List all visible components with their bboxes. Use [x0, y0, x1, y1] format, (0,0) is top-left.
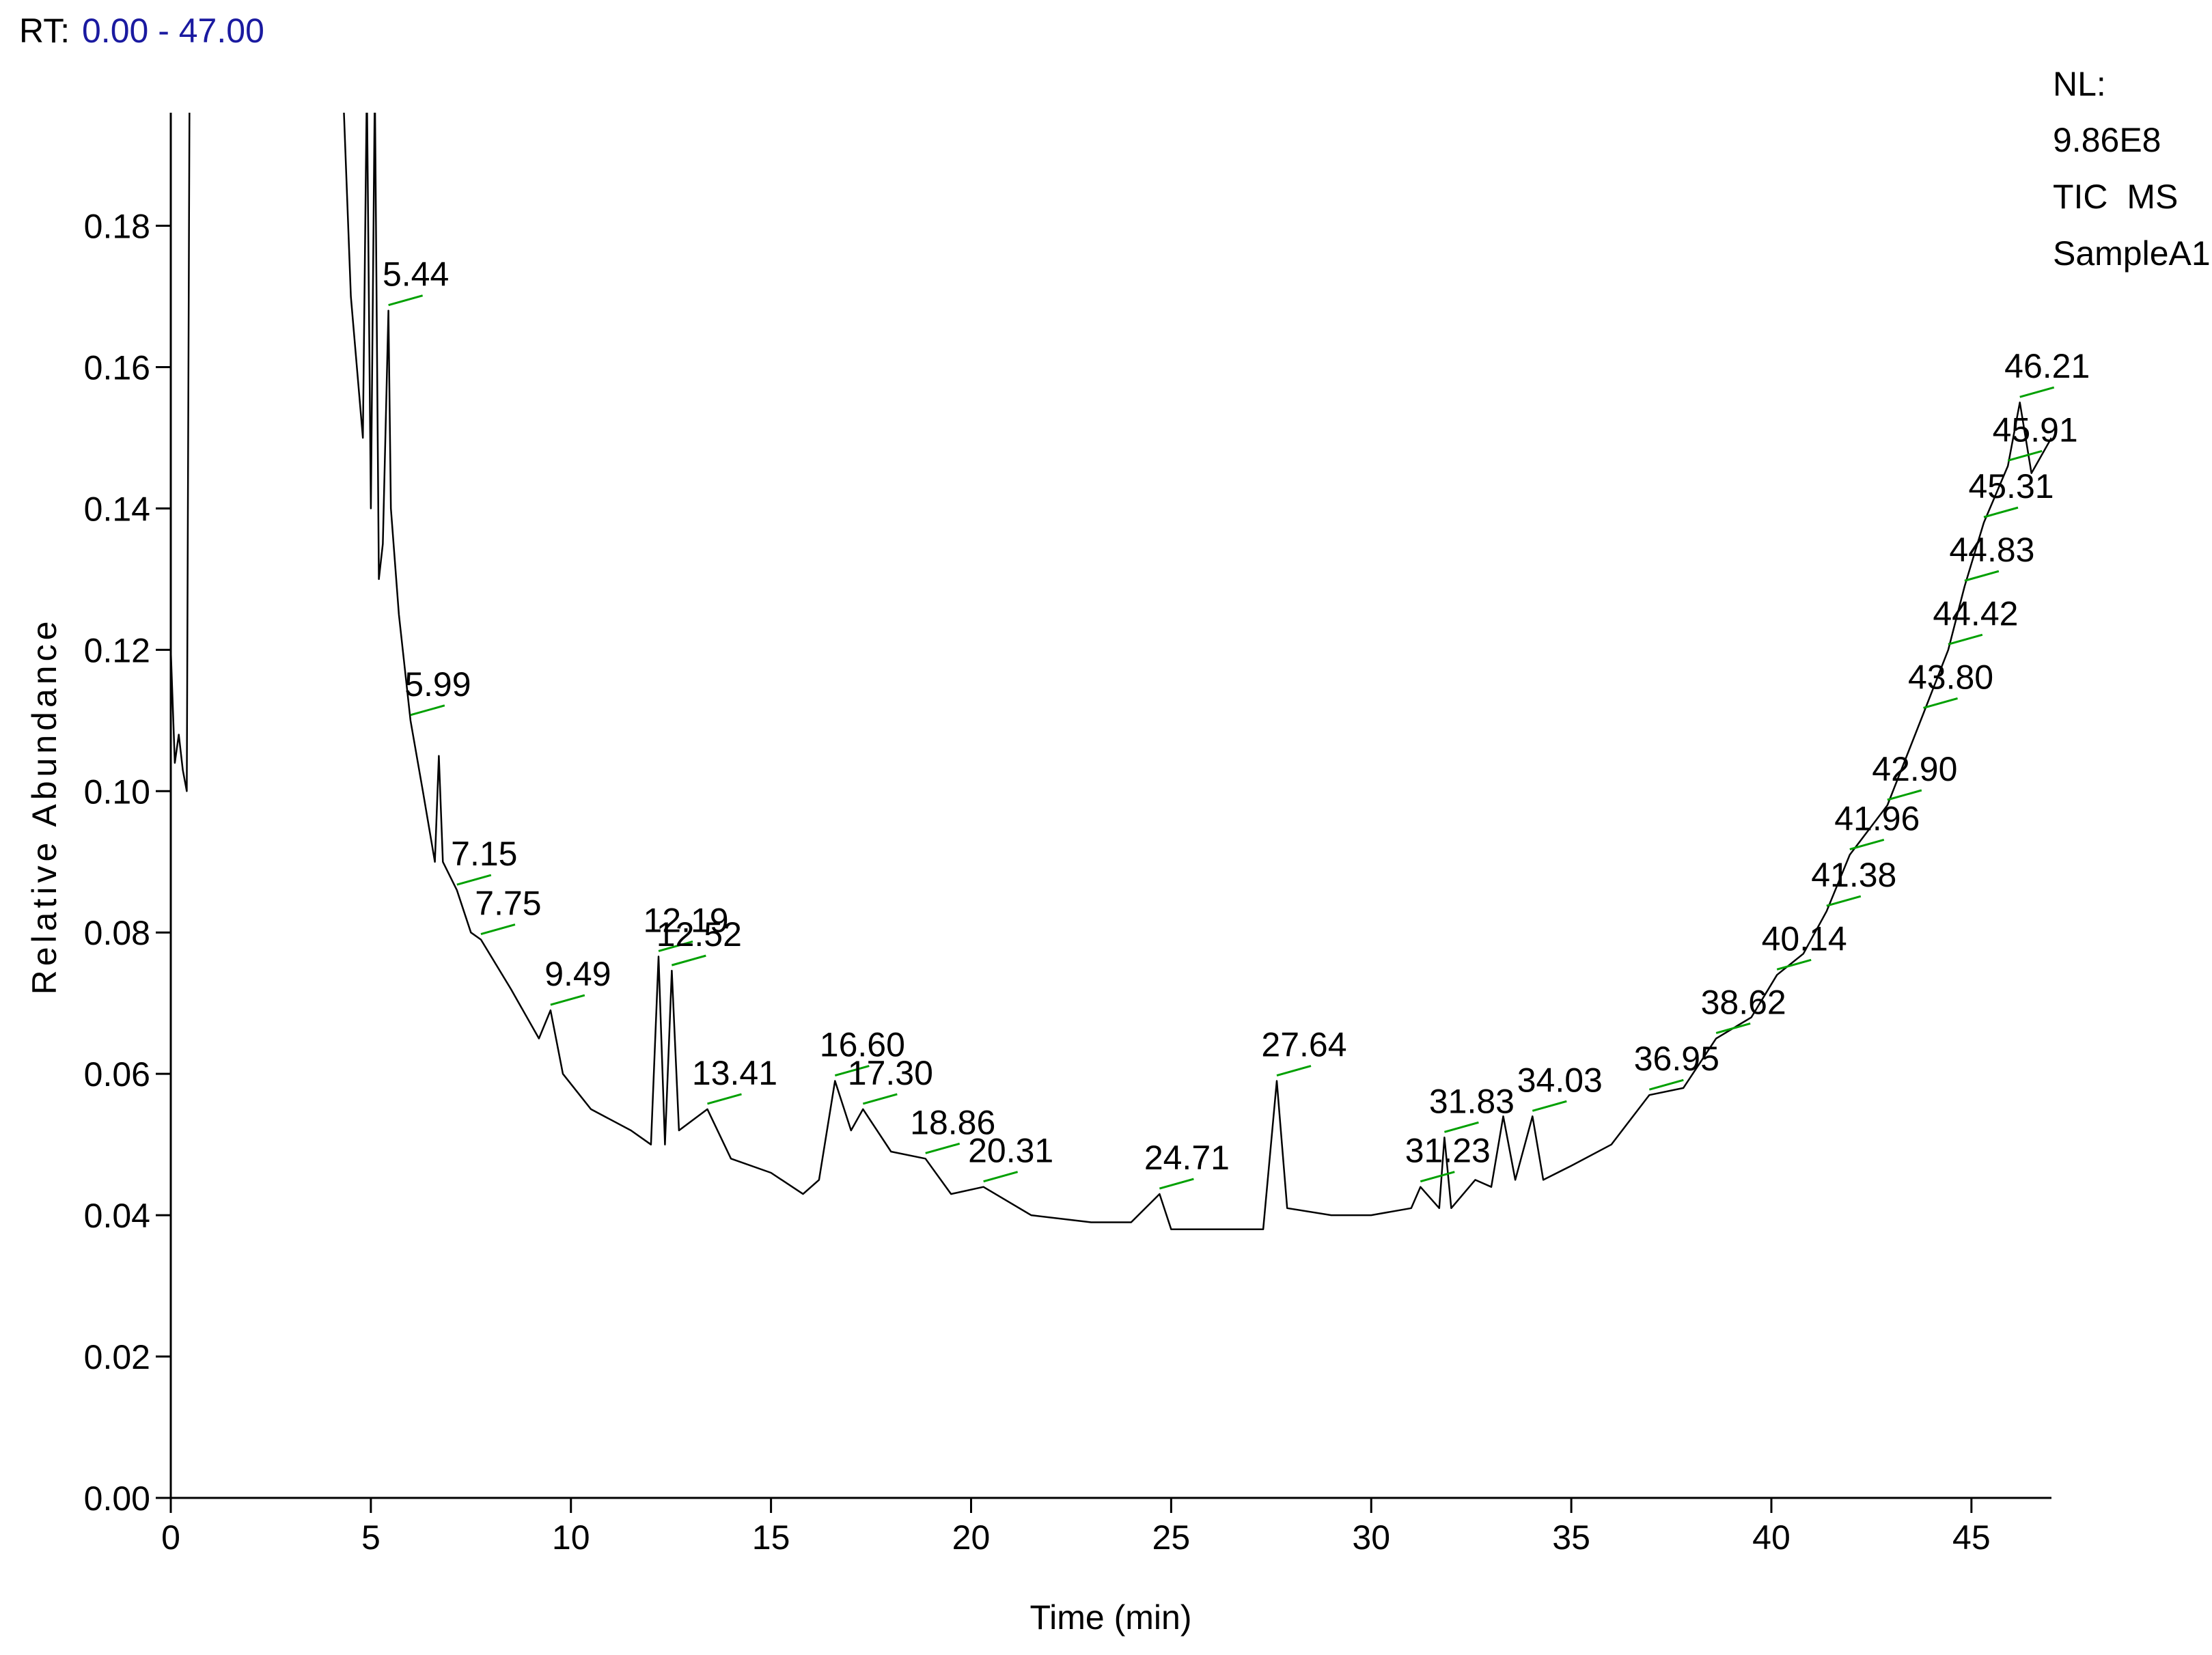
y-tick-label: 0.02	[84, 1338, 150, 1376]
peak-leader	[1444, 1121, 1479, 1133]
peak-leader	[862, 1093, 898, 1105]
peak-label: 12.19	[643, 901, 728, 939]
x-tick-label: 30	[1352, 1518, 1390, 1557]
peak-label: 31.83	[1429, 1082, 1515, 1120]
y-tick-label: 0.16	[84, 348, 150, 387]
peak-label: 43.80	[1908, 658, 1993, 696]
peak-label: 44.42	[1933, 594, 2018, 632]
peak-label: 5.99	[404, 665, 471, 704]
x-axis-label: Time (min)	[1029, 1598, 1191, 1637]
y-tick-label: 0.14	[84, 490, 150, 528]
peak-label: 44.83	[1949, 531, 2034, 569]
peak-leader	[1532, 1100, 1567, 1112]
peak-leader	[1849, 838, 1885, 850]
info-line: 9.86E8	[2053, 121, 2161, 159]
peak-label: 41.96	[1834, 799, 1920, 837]
peak-leader	[1826, 895, 1862, 907]
peak-label: 36.95	[1634, 1040, 1719, 1078]
peak-leader	[671, 954, 706, 966]
x-tick-label: 0	[161, 1518, 180, 1557]
peak-leader	[410, 704, 445, 717]
y-tick-label: 0.10	[84, 773, 150, 811]
plot-area	[171, 113, 2051, 1231]
y-tick-label: 0.12	[84, 631, 150, 669]
peak-leader	[1276, 1065, 1312, 1076]
peak-label: 13.41	[692, 1054, 777, 1092]
peak-label: 7.75	[475, 885, 541, 923]
peak-label: 40.14	[1762, 919, 1847, 958]
peak-leader	[658, 940, 693, 952]
peak-label: 16.60	[820, 1026, 905, 1064]
peak-leader	[1948, 633, 1983, 645]
peak-label: 31.23	[1405, 1132, 1491, 1170]
peak-leader	[456, 874, 492, 886]
rt-label: RT:	[19, 12, 70, 50]
y-tick-label: 0.04	[84, 1197, 150, 1235]
x-tick-label: 20	[952, 1518, 991, 1557]
y-tick-label: 0.00	[84, 1479, 150, 1518]
peak-leader	[2007, 449, 2043, 462]
x-tick-label: 45	[1952, 1518, 1991, 1557]
peak-leader	[834, 1065, 870, 1076]
x-tick-label: 15	[752, 1518, 790, 1557]
peak-label: 45.91	[1993, 411, 2078, 449]
peak-label: 24.71	[1144, 1139, 1230, 1177]
peak-leader	[1159, 1178, 1194, 1190]
peak-label: 27.64	[1261, 1026, 1346, 1064]
peak-label: 38.62	[1701, 983, 1786, 1021]
peak-label: 18.86	[910, 1103, 995, 1141]
peak-label: 42.90	[1872, 750, 1957, 788]
y-axis-label: Relative Abundance	[25, 617, 64, 995]
peak-label: 17.30	[848, 1054, 933, 1092]
peak-leader	[480, 923, 516, 936]
peak-leader	[388, 294, 424, 307]
peak-leader	[1923, 697, 1958, 709]
peak-label: 7.15	[451, 835, 517, 873]
peak-leader	[983, 1171, 1019, 1183]
peak-label: 41.38	[1811, 856, 1896, 894]
info-line: TIC MS	[2053, 178, 2178, 216]
y-tick-label: 0.18	[84, 208, 150, 246]
info-line: NL:	[2053, 65, 2106, 103]
peak-leader	[1983, 506, 2019, 518]
x-tick-label: 35	[1552, 1518, 1590, 1557]
peak-leader	[1420, 1171, 1455, 1183]
peak-leader	[1648, 1079, 1684, 1091]
peak-leader	[925, 1142, 960, 1154]
peak-leader	[707, 1093, 742, 1105]
peak-leader	[1715, 1023, 1751, 1034]
peak-leader	[1887, 789, 1922, 801]
peak-label: 5.44	[383, 255, 449, 294]
peak-leader	[2019, 386, 2055, 398]
peak-label: 46.21	[2004, 347, 2090, 385]
y-tick-label: 0.08	[84, 914, 150, 952]
info-line: SampleA1	[2053, 234, 2211, 273]
y-tick-label: 0.06	[84, 1055, 150, 1094]
x-tick-label: 5	[361, 1518, 381, 1557]
x-tick-label: 40	[1752, 1518, 1791, 1557]
peak-label: 20.31	[968, 1132, 1053, 1170]
peak-leader	[1776, 958, 1812, 971]
peak-label: 45.31	[1968, 467, 2054, 505]
x-tick-label: 10	[552, 1518, 590, 1557]
peak-label: 9.49	[544, 955, 611, 993]
rt-range: 0.00 - 47.00	[82, 12, 264, 50]
peak-label: 12.52	[656, 915, 742, 954]
x-tick-label: 25	[1152, 1518, 1191, 1557]
peak-label: 34.03	[1517, 1061, 1603, 1099]
peak-leader	[550, 994, 585, 1006]
peak-leader	[1964, 570, 2000, 582]
trace-line	[171, 113, 2051, 1231]
